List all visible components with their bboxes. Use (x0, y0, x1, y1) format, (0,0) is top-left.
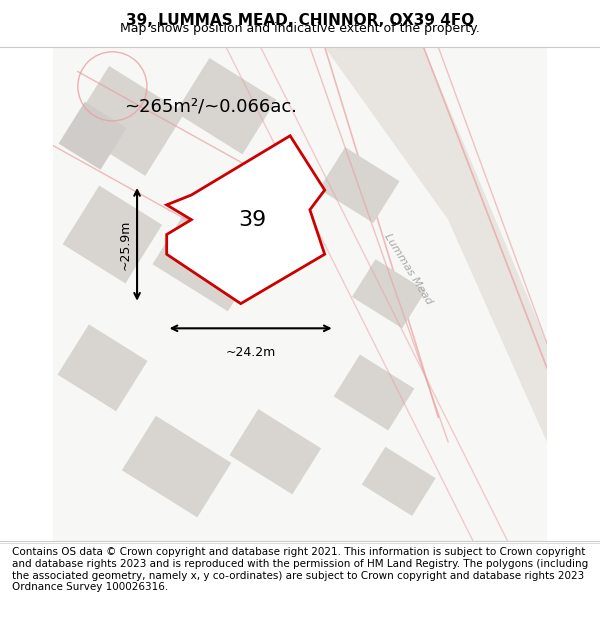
Text: 39, LUMMAS MEAD, CHINNOR, OX39 4FQ: 39, LUMMAS MEAD, CHINNOR, OX39 4FQ (126, 13, 474, 28)
Polygon shape (70, 66, 184, 176)
Polygon shape (319, 147, 400, 223)
Polygon shape (230, 409, 321, 494)
Text: ~25.9m: ~25.9m (119, 219, 132, 269)
Polygon shape (175, 58, 277, 154)
Polygon shape (62, 186, 162, 283)
Polygon shape (325, 47, 547, 442)
Text: 39: 39 (238, 210, 266, 230)
Polygon shape (362, 447, 436, 516)
Text: Map shows position and indicative extent of the property.: Map shows position and indicative extent… (120, 22, 480, 35)
Text: Lummas Mead: Lummas Mead (383, 232, 434, 306)
Text: Contains OS data © Crown copyright and database right 2021. This information is : Contains OS data © Crown copyright and d… (12, 548, 588, 592)
Polygon shape (152, 198, 270, 311)
Polygon shape (334, 354, 415, 431)
Text: ~265m²/~0.066ac.: ~265m²/~0.066ac. (125, 97, 298, 115)
Polygon shape (167, 136, 325, 304)
Text: ~24.2m: ~24.2m (226, 346, 276, 359)
Polygon shape (58, 324, 148, 411)
Polygon shape (122, 416, 231, 518)
Polygon shape (59, 102, 127, 170)
Polygon shape (352, 259, 426, 328)
